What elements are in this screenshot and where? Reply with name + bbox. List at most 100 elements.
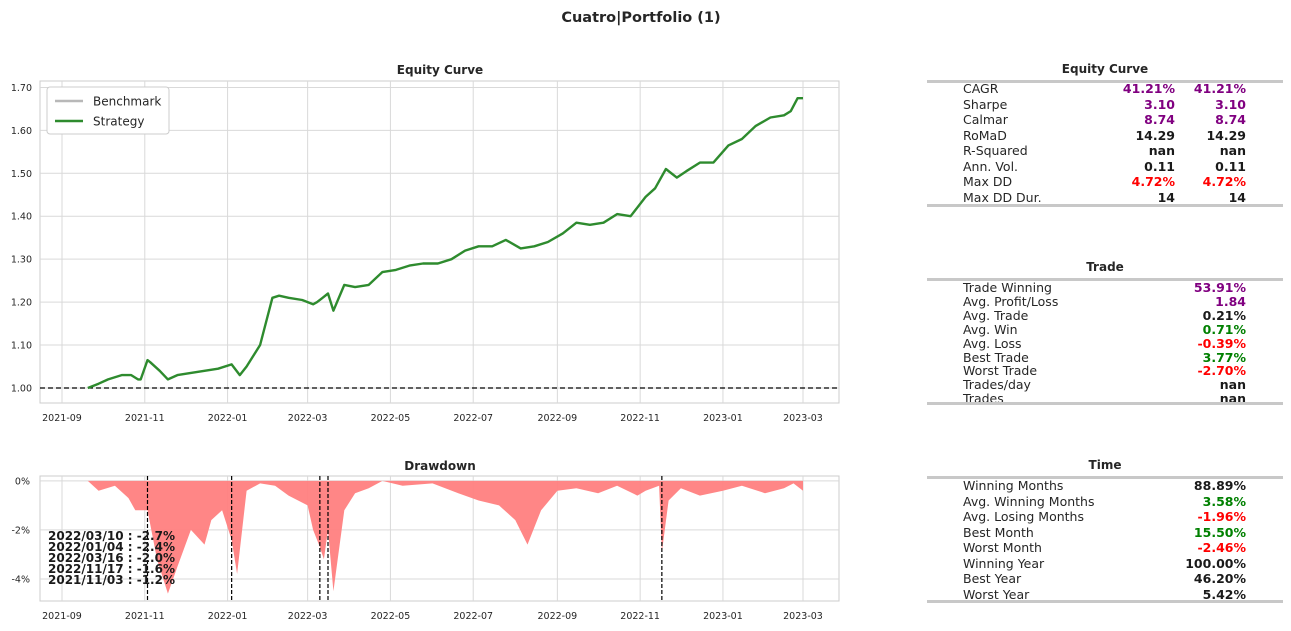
equity-stat-value: 4.72% bbox=[1202, 174, 1246, 189]
drawdown-x-ticks: 2021-09 2021-11 2022-01 2022-03 2022-05 2022-… bbox=[42, 611, 823, 622]
drawdown-annotation: 2022/11/17 : -1.6% bbox=[48, 562, 175, 576]
equity-stat-value: 0.11 bbox=[1215, 158, 1246, 174]
figure-title: Cuatro|Portfolio (1) bbox=[561, 10, 720, 26]
drawdown-chart-title: Drawdown bbox=[404, 459, 476, 473]
time-stat-value: -1.96% bbox=[1197, 509, 1246, 524]
legend-strategy-label: Strategy bbox=[93, 115, 144, 129]
equity-stat-value: 41.21% bbox=[1193, 81, 1246, 96]
drawdown-y-tick-label: 0% bbox=[15, 476, 30, 487]
trade-stat-value: nan bbox=[1219, 391, 1246, 407]
equity-stat-value-primary: 3.10 bbox=[1144, 96, 1175, 112]
time-stats-row: Worst Month -2.46% bbox=[963, 540, 1246, 556]
equity-legend: Benchmark Strategy bbox=[46, 86, 170, 135]
trade-stat-value: 3.77% bbox=[1202, 349, 1246, 365]
equity-x-tick-label: 2023-03 bbox=[783, 413, 823, 424]
time-stat-label: Avg. Losing Months bbox=[963, 509, 1084, 524]
equity-x-tick-label: 2022-07 bbox=[453, 413, 493, 424]
equity-stats-row: R-Squared nan nan bbox=[963, 143, 1246, 159]
legend-box bbox=[46, 86, 170, 135]
equity-stats-row: CAGR 41.21% 41.21% bbox=[963, 81, 1246, 97]
equity-stats-row: Ann. Vol. 0.11 0.11 bbox=[963, 159, 1246, 175]
equity-x-tick-label: 2021-09 bbox=[42, 413, 82, 424]
trade-stat-value: 0.21% bbox=[1202, 307, 1246, 323]
drawdown-x-tick-label: 2022-03 bbox=[288, 611, 328, 622]
time-stat-label: Worst Year bbox=[963, 586, 1030, 602]
time-stat-label: Worst Month bbox=[963, 540, 1042, 555]
time-stats-bottom-rule bbox=[927, 600, 1283, 603]
trade-stats-top-rule bbox=[927, 278, 1283, 281]
equity-x-tick-label: 2022-11 bbox=[620, 413, 660, 424]
time-stat-label: Winning Year bbox=[963, 555, 1045, 571]
equity-chart-title: Equity Curve bbox=[397, 63, 483, 77]
drawdown-y-tick-label: -4% bbox=[12, 574, 31, 585]
time-stats-row: Worst Year 5.42% bbox=[963, 587, 1246, 603]
trade-stat-value: -0.39% bbox=[1197, 335, 1246, 351]
equity-stats-top-rule bbox=[927, 80, 1283, 83]
time-stat-label: Best Month bbox=[963, 524, 1034, 540]
drawdown-x-tick-label: 2023-01 bbox=[703, 611, 743, 622]
trade-stat-label: Avg. Loss bbox=[963, 335, 1022, 351]
equity-y-tick-label: 1.20 bbox=[11, 298, 32, 309]
trade-stat-label: Avg. Profit/Loss bbox=[963, 293, 1059, 309]
equity-x-tick-label: 2022-09 bbox=[538, 413, 578, 424]
equity-y-tick-label: 1.60 bbox=[11, 126, 32, 137]
trade-stat-label: Avg. Win bbox=[963, 321, 1018, 337]
equity-stat-label: CAGR bbox=[963, 81, 999, 96]
drawdown-x-tick-label: 2023-03 bbox=[783, 611, 823, 622]
trade-stats-row: Avg. Trade 0.21% bbox=[963, 308, 1246, 324]
equity-stat-value: 8.74 bbox=[1215, 112, 1246, 127]
equity-x-tick-label: 2022-01 bbox=[208, 413, 248, 424]
equity-x-tick-label: 2021-11 bbox=[125, 413, 165, 424]
equity-y-tick-label: 1.70 bbox=[11, 83, 32, 94]
time-stats-row: Avg. Losing Months -1.96% bbox=[963, 509, 1246, 525]
drawdown-x-tick-label: 2022-05 bbox=[371, 611, 411, 622]
trade-stats-row: Avg. Win 0.71% bbox=[963, 322, 1246, 338]
equity-stat-value-primary: nan bbox=[1148, 143, 1175, 158]
equity-stats-row: Calmar 8.74 8.74 bbox=[963, 112, 1246, 128]
time-stat-value: 5.42% bbox=[1202, 586, 1246, 602]
trade-stats-bottom-rule bbox=[927, 402, 1283, 405]
equity-stats-row: Sharpe 3.10 3.10 bbox=[963, 97, 1246, 113]
trade-stats-row: Trades/day nan bbox=[963, 377, 1246, 393]
equity-x-tick-label: 2022-05 bbox=[371, 413, 411, 424]
drawdown-x-tick-label: 2021-09 bbox=[42, 611, 82, 622]
time-stat-value: 3.58% bbox=[1202, 493, 1246, 509]
drawdown-annotation: 2022/03/16 : -2.0% bbox=[48, 551, 175, 565]
equity-stat-value: 3.10 bbox=[1215, 96, 1246, 112]
trade-stat-label: Trades/day bbox=[963, 377, 1031, 393]
time-stat-value: 46.20% bbox=[1193, 571, 1246, 586]
trade-stat-label: Worst Trade bbox=[963, 363, 1038, 379]
equity-y-tick-label: 1.50 bbox=[11, 169, 32, 180]
equity-y-tick-label: 1.00 bbox=[11, 383, 32, 394]
equity-stats-title: Equity Curve bbox=[1061, 62, 1149, 76]
time-stats-title: Time bbox=[1088, 458, 1122, 472]
trade-stat-value: 1.84 bbox=[1215, 293, 1246, 309]
trade-stat-label: Trades bbox=[963, 391, 1004, 407]
equity-stat-label: Max DD bbox=[963, 174, 1013, 189]
trade-stats-row: Trades nan bbox=[963, 391, 1246, 407]
time-stat-label: Best Year bbox=[963, 571, 1022, 586]
drawdown-chart: Drawdown 0%-2%-4% 2021-09 2021-11 2022-01 2… bbox=[12, 459, 840, 622]
time-stats-row: Best Month 15.50% bbox=[963, 525, 1246, 541]
drawdown-annotation: 2021/11/03 : -1.2% bbox=[48, 573, 175, 587]
time-stats-row: Best Year 46.20% bbox=[963, 571, 1246, 587]
equity-stat-label: Sharpe bbox=[963, 96, 1008, 112]
time-stat-label: Avg. Winning Months bbox=[963, 493, 1095, 509]
equity-y-tick-label: 1.10 bbox=[11, 341, 32, 352]
equity-stat-value: 14 bbox=[1228, 189, 1246, 205]
time-stats-row: Winning Months 88.89% bbox=[963, 478, 1246, 494]
time-stat-value: 15.50% bbox=[1193, 524, 1246, 540]
drawdown-annotation: 2022/01/04 : -2.4% bbox=[48, 540, 175, 554]
trade-stat-value: 0.71% bbox=[1202, 321, 1246, 337]
equity-y-ticks: 1.00 1.10 1.20 1.30 1.40 1.50 1.60 1.70 bbox=[11, 83, 32, 395]
equity-stat-value: nan bbox=[1219, 143, 1246, 158]
drawdown-annotations: 2022/03/10 : -2.7%2022/01/04 : -2.4%2022… bbox=[48, 529, 175, 587]
equity-stat-value: 14.29 bbox=[1206, 127, 1246, 143]
equity-y-tick-label: 1.40 bbox=[11, 212, 32, 223]
equity-x-ticks: 2021-09 2021-11 2022-01 2022-03 2022-05 2022-… bbox=[42, 413, 823, 424]
trade-stats-row: Avg. Profit/Loss 1.84 bbox=[963, 294, 1246, 310]
equity-stat-label: Max DD Dur. bbox=[963, 189, 1042, 205]
trade-stat-value: 53.91% bbox=[1193, 280, 1246, 295]
time-stats-row: Winning Year 100.00% bbox=[963, 556, 1246, 572]
equity-chart: Equity Curve 1.00 1.10 1.20 1.30 1.40 1.50 1.6… bbox=[11, 63, 840, 424]
